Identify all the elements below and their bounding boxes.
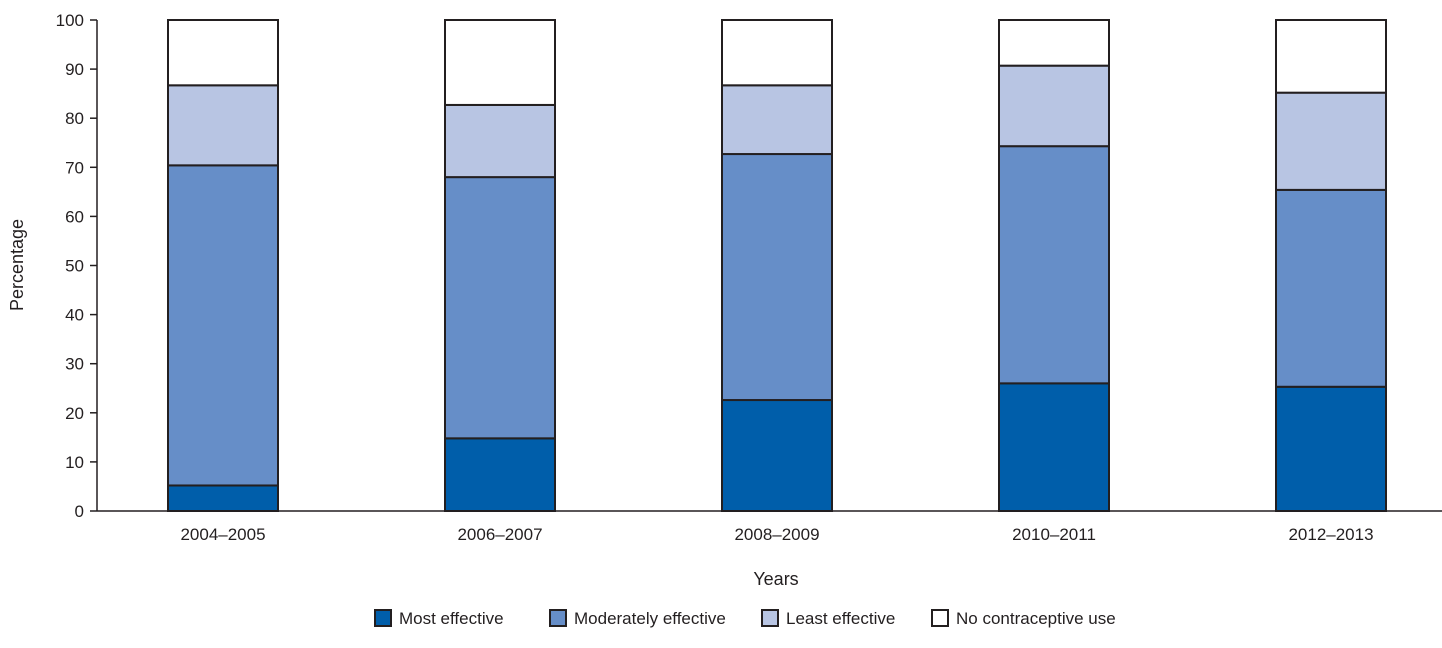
bar-segment-2-category-3 <box>721 153 833 402</box>
bar-segment-3-category-2 <box>444 103 556 179</box>
x-tick-label: 2008–2009 <box>734 525 819 544</box>
legend-swatch-4 <box>931 609 949 627</box>
y-axis-title: Percentage <box>7 219 27 311</box>
legend-label-1: Most effective <box>399 609 504 628</box>
bar-segment-1-category-3 <box>721 399 833 512</box>
legend-swatch-3 <box>761 609 779 627</box>
bar-segment-4-category-5 <box>1275 19 1387 94</box>
x-tick-label: 2004–2005 <box>180 525 265 544</box>
y-tick-label: 50 <box>65 257 84 276</box>
legend-label-2: Moderately effective <box>574 609 726 628</box>
legend: Most effective Moderately effective Least … <box>374 609 1116 628</box>
bar-segment-3-category-5 <box>1275 91 1387 191</box>
x-tick-label: 2012–2013 <box>1288 525 1373 544</box>
bar-segment-4-category-4 <box>998 19 1110 67</box>
bar-segment-2-category-4 <box>998 145 1110 385</box>
bars-layer <box>167 19 1387 513</box>
bar-segment-4-category-1 <box>167 19 279 87</box>
y-tick-label: 10 <box>65 453 84 472</box>
bar-segment-3-category-3 <box>721 84 833 156</box>
bar-segment-4-category-2 <box>444 19 556 106</box>
y-tick-label: 40 <box>65 306 84 325</box>
bar-segment-1-category-5 <box>1275 385 1387 513</box>
legend-swatch-1 <box>374 609 392 627</box>
bar-segment-1-category-2 <box>444 437 556 512</box>
bar-segment-2-category-1 <box>167 164 279 487</box>
y-tick-label: 20 <box>65 404 84 423</box>
y-tick-label: 0 <box>75 502 84 521</box>
y-ticks-layer: 0 10 20 30 40 50 60 70 80 90 100 <box>56 11 97 521</box>
bar-segment-3-category-1 <box>167 84 279 167</box>
y-tick-label: 70 <box>65 158 84 177</box>
x-tick-label: 2010–2011 <box>1012 525 1096 544</box>
bar-segment-1-category-1 <box>167 484 279 512</box>
bar-segment-2-category-5 <box>1275 188 1387 388</box>
legend-label-3: Least effective <box>786 609 895 628</box>
bar-segment-1-category-4 <box>998 382 1110 512</box>
y-tick-label: 90 <box>65 60 84 79</box>
x-axis-title: Years <box>753 569 798 589</box>
legend-swatch-2 <box>549 609 567 627</box>
x-ticks-layer: 2004–2005 2006–2007 2008–2009 2010–2011 2012… <box>180 525 1373 544</box>
legend-label-4: No contraceptive use <box>956 609 1116 628</box>
bar-segment-4-category-3 <box>721 19 833 87</box>
x-tick-label: 2006–2007 <box>457 525 542 544</box>
bar-segment-3-category-4 <box>998 64 1110 148</box>
y-tick-label: 30 <box>65 355 84 374</box>
bar-segment-2-category-2 <box>444 176 556 440</box>
y-tick-label: 60 <box>65 207 84 226</box>
y-tick-label: 100 <box>56 11 84 30</box>
y-tick-label: 80 <box>65 109 84 128</box>
